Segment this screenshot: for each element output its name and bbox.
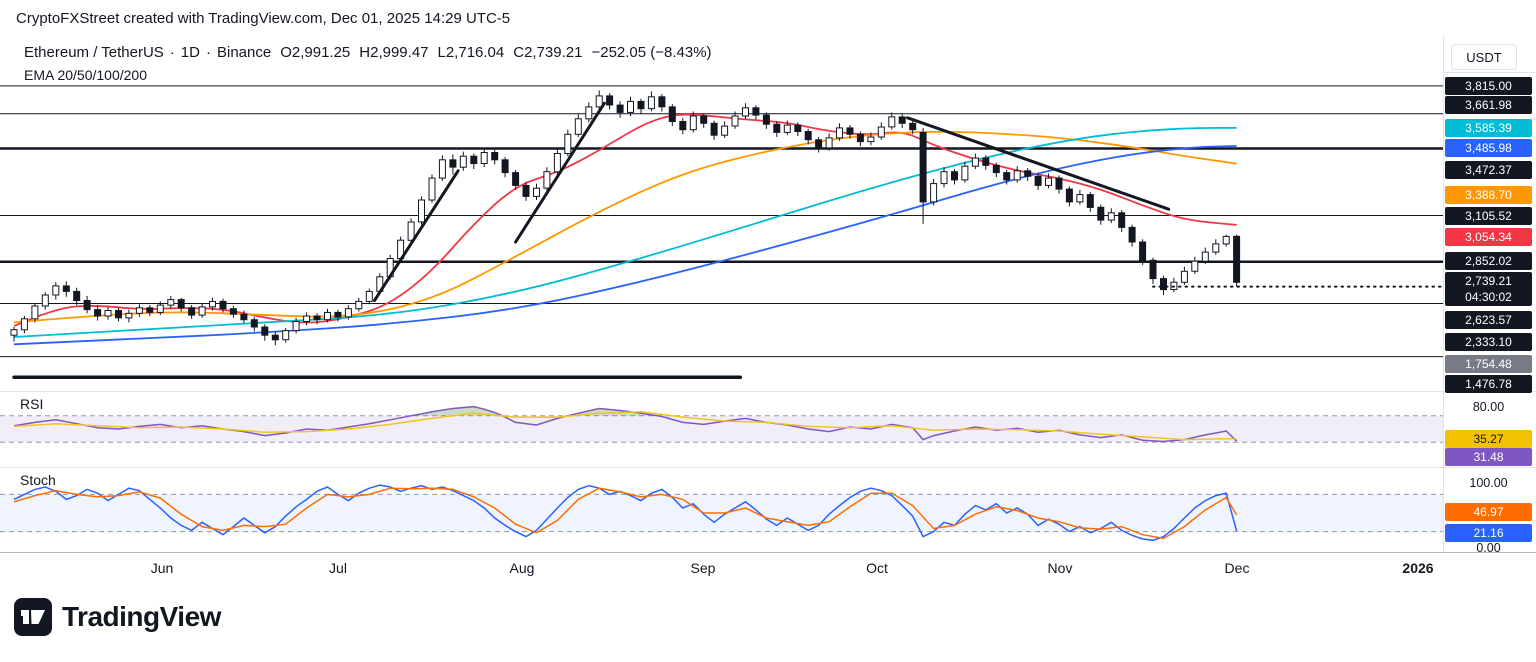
high-label: H — [359, 44, 371, 61]
exchange-label[interactable]: Binance — [216, 44, 272, 61]
time-axis-label: Oct — [866, 560, 888, 576]
tradingview-logo-icon — [14, 598, 52, 636]
price-scale-label: 3,054.34 — [1445, 228, 1532, 246]
time-axis-label: Aug — [509, 560, 535, 576]
pane-separator[interactable] — [0, 391, 1536, 392]
scale-value-text: 80.00 — [1472, 400, 1505, 414]
open-value: 2,991.25 — [291, 44, 351, 61]
time-axis-label: Nov — [1047, 560, 1073, 576]
price-scale-label: 46.97 — [1445, 503, 1532, 521]
price-scale-label: 21.16 — [1445, 524, 1532, 542]
time-axis-label: 2026 — [1402, 560, 1434, 576]
high-value: 2,999.47 — [370, 44, 429, 61]
price-scale-label: 3,661.98 — [1445, 96, 1532, 114]
pane-separator[interactable] — [0, 467, 1536, 468]
price-scale-label: 3,815.00 — [1445, 77, 1532, 95]
time-axis-label: Jul — [329, 560, 347, 576]
price-scale-label: 35.27 — [1445, 430, 1532, 448]
time-axis-label: Sep — [690, 560, 716, 576]
change-value: −252.05 (−8.43%) — [591, 44, 712, 61]
symbol-name[interactable]: Ethereum / TetherUS — [24, 44, 164, 61]
currency-underline — [1443, 72, 1536, 73]
price-scale-label: 1,754.48 — [1445, 355, 1532, 373]
time-axis-border — [0, 552, 1536, 553]
price-scale-label: 3,388.70 — [1445, 186, 1532, 204]
low-value: 2,716.04 — [445, 44, 505, 61]
main-chart-canvas[interactable] — [0, 40, 1443, 391]
price-scale-label: 3,472.37 — [1445, 161, 1532, 179]
price-scale-border — [1443, 36, 1444, 552]
scale-value-text: 100.00 — [1469, 476, 1508, 490]
price-scale-label: 2,623.57 — [1445, 311, 1532, 329]
tradingview-logo-text: TradingView — [62, 601, 221, 632]
interval-label[interactable]: 1D — [180, 44, 200, 61]
time-axis-label: Jun — [150, 560, 174, 576]
stoch-canvas[interactable] — [0, 468, 1443, 551]
currency-toggle-button[interactable]: USDT — [1451, 44, 1517, 70]
price-scale[interactable]: 3,815.00 3,661.98 3,585.39 3,485.98 3,472.37… — [1443, 0, 1536, 600]
price-scale-label: 1,476.78 — [1445, 375, 1532, 393]
legend-separator: · — [205, 44, 211, 61]
chart-legend: Ethereum / TetherUS · 1D · Binance O2,991.25 H… — [24, 44, 712, 61]
legend-separator: · — [169, 44, 175, 61]
price-scale-label: 2,739.21 04:30:02 — [1445, 272, 1532, 306]
time-axis[interactable]: Jun Jul Aug Sep Oct Nov Dec 2026 — [0, 553, 1443, 583]
price-scale-label: 3,585.39 — [1445, 119, 1532, 137]
price-scale-label: 3,105.52 — [1445, 207, 1532, 225]
tradingview-logo[interactable]: TradingView — [14, 598, 221, 636]
price-scale-label: 3,485.98 — [1445, 139, 1532, 157]
rsi-pane-title[interactable]: RSI — [20, 396, 44, 412]
time-axis-label: Dec — [1224, 560, 1250, 576]
price-scale-label: 2,852.02 — [1445, 252, 1532, 270]
attribution-text: CryptoFXStreet created with TradingView.… — [16, 10, 511, 27]
open-label: O — [280, 44, 292, 61]
scale-value-text: 0.00 — [1476, 541, 1501, 555]
low-label: L — [437, 44, 446, 61]
close-value: 2,739.21 — [524, 44, 583, 61]
stoch-pane-title[interactable]: Stoch — [20, 472, 56, 488]
price-scale-label: 2,333.10 — [1445, 333, 1532, 351]
close-label: C — [513, 44, 525, 61]
price-scale-label: 31.48 — [1445, 448, 1532, 466]
ema-indicator-legend[interactable]: EMA 20/50/100/200 — [24, 67, 147, 83]
rsi-canvas[interactable] — [0, 392, 1443, 466]
bar-countdown: 04:30:02 — [1465, 290, 1512, 304]
